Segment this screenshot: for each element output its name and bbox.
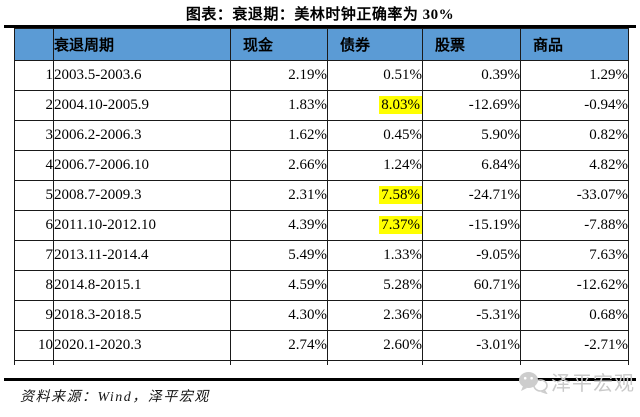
commodity-cell: 0.68% (520, 300, 629, 331)
row-number-cell: 6 (14, 210, 54, 241)
commodity-cell: -0.94% (520, 90, 629, 121)
bond-cell: 2.60% (327, 330, 423, 361)
stock-cell: -9.05% (422, 240, 521, 271)
table-row: 6 2011.10-2012.10 4.39% 7.37% -15.19% -7.88% (14, 210, 629, 241)
cash-cell: 4.30% (230, 300, 328, 331)
header-row-number (14, 28, 54, 61)
highlighted-value: 7.37% (379, 216, 422, 234)
spacer-cell (422, 360, 521, 365)
bond-cell: 0.51% (327, 60, 423, 91)
period-cell: 2014.8-2015.1 (53, 270, 231, 301)
period-cell: 2003.5-2003.6 (53, 60, 231, 91)
stock-cell: 5.90% (422, 120, 521, 151)
highlighted-value: 8.03% (379, 96, 422, 114)
row-number-cell: 1 (14, 60, 54, 91)
commodity-cell: -7.88% (520, 210, 629, 241)
period-cell: 2008.7-2009.3 (53, 180, 231, 211)
stock-cell: -3.01% (422, 330, 521, 361)
table-row: 9 2018.3-2018.5 4.30% 2.36% -5.31% 0.68% (14, 300, 629, 331)
cash-cell: 2.31% (230, 180, 328, 211)
top-rule (4, 25, 636, 28)
period-cell: 2013.11-2014.4 (53, 240, 231, 271)
commodity-cell: -33.07% (520, 180, 629, 211)
commodity-cell: -2.71% (520, 330, 629, 361)
spacer-cell (53, 360, 231, 365)
table-row: 2 2004.10-2005.9 1.83% 8.03% -12.69% -0.94% (14, 90, 629, 121)
header-row: 衰退周期 现金 债券 股票 商品 (14, 28, 629, 61)
stock-cell: -15.19% (422, 210, 521, 241)
bond-cell: 5.28% (327, 270, 423, 301)
bond-cell: 1.24% (327, 150, 423, 181)
chat-bubbles-icon (519, 371, 548, 394)
row-number-cell: 3 (14, 120, 54, 151)
bond-cell: 7.37% (327, 210, 423, 241)
row-number-cell: 9 (14, 300, 54, 331)
commodity-cell: 7.63% (520, 240, 629, 271)
watermark: 泽平宏观 (518, 367, 635, 396)
period-cell: 2006.2-2006.3 (53, 120, 231, 151)
period-cell: 2011.10-2012.10 (53, 210, 231, 241)
commodity-cell: 1.29% (520, 60, 629, 91)
stock-cell: -12.69% (422, 90, 521, 121)
spacer-row (14, 360, 629, 365)
commodity-cell: -12.62% (520, 270, 629, 301)
row-number-cell: 5 (14, 180, 54, 211)
cash-cell: 2.19% (230, 60, 328, 91)
header-bonds: 债券 (327, 28, 423, 61)
period-cell: 2006.7-2006.10 (53, 150, 231, 181)
period-cell: 2004.10-2005.9 (53, 90, 231, 121)
stock-cell: -5.31% (422, 300, 521, 331)
table-row: 3 2006.2-2006.3 1.62% 0.45% 5.90% 0.82% (14, 120, 629, 151)
bond-cell: 8.03% (327, 90, 423, 121)
table-row: 7 2013.11-2014.4 5.49% 1.33% -9.05% 7.63% (14, 240, 629, 271)
row-number-cell: 2 (14, 90, 54, 121)
bond-cell: 7.58% (327, 180, 423, 211)
cash-cell: 4.39% (230, 210, 328, 241)
bottom-rule (4, 378, 636, 381)
row-number-cell: 4 (14, 150, 54, 181)
spacer-cell (520, 360, 629, 365)
row-number-cell: 10 (14, 330, 54, 361)
cash-cell: 1.83% (230, 90, 328, 121)
stock-cell: -24.71% (422, 180, 521, 211)
stock-cell: 60.71% (422, 270, 521, 301)
spacer-cell (14, 360, 54, 365)
period-cell: 2020.1-2020.3 (53, 330, 231, 361)
highlighted-value: 7.58% (379, 186, 422, 204)
table-row: 10 2020.1-2020.3 2.74% 2.60% -3.01% -2.71% (14, 330, 629, 361)
spacer-cell (230, 360, 328, 365)
recession-performance-table: 衰退周期 现金 债券 股票 商品 1 2003.5-2003.6 2.19% 0.51… (14, 28, 629, 365)
header-commodities: 商品 (520, 28, 629, 61)
cash-cell: 2.74% (230, 330, 328, 361)
row-number-cell: 7 (14, 240, 54, 271)
period-cell: 2018.3-2018.5 (53, 300, 231, 331)
cash-cell: 2.66% (230, 150, 328, 181)
bond-cell: 0.45% (327, 120, 423, 151)
stock-cell: 0.39% (422, 60, 521, 91)
table-row: 1 2003.5-2003.6 2.19% 0.51% 0.39% 1.29% (14, 60, 629, 91)
table-row: 8 2014.8-2015.1 4.59% 5.28% 60.71% -12.62% (14, 270, 629, 301)
bond-cell: 1.33% (327, 240, 423, 271)
table-row: 4 2006.7-2006.10 2.66% 1.24% 6.84% 4.82% (14, 150, 629, 181)
watermark-label: 泽平宏观 (551, 373, 635, 395)
commodity-cell: 4.82% (520, 150, 629, 181)
cash-cell: 1.62% (230, 120, 328, 151)
table-row: 5 2008.7-2009.3 2.31% 7.58% -24.71% -33.07% (14, 180, 629, 211)
header-recession-period: 衰退周期 (53, 28, 231, 61)
commodity-cell: 0.82% (520, 120, 629, 151)
source-note: 资料来源：Wind，泽平宏观 (20, 390, 210, 405)
cash-cell: 4.59% (230, 270, 328, 301)
row-number-cell: 8 (14, 270, 54, 301)
header-stocks: 股票 (422, 28, 521, 61)
figure-title: 图表：衰退期：美林时钟正确率为 30% (185, 7, 455, 23)
spacer-cell (327, 360, 423, 365)
bond-cell: 2.36% (327, 300, 423, 331)
stock-cell: 6.84% (422, 150, 521, 181)
header-cash: 现金 (230, 28, 328, 61)
cash-cell: 5.49% (230, 240, 328, 271)
